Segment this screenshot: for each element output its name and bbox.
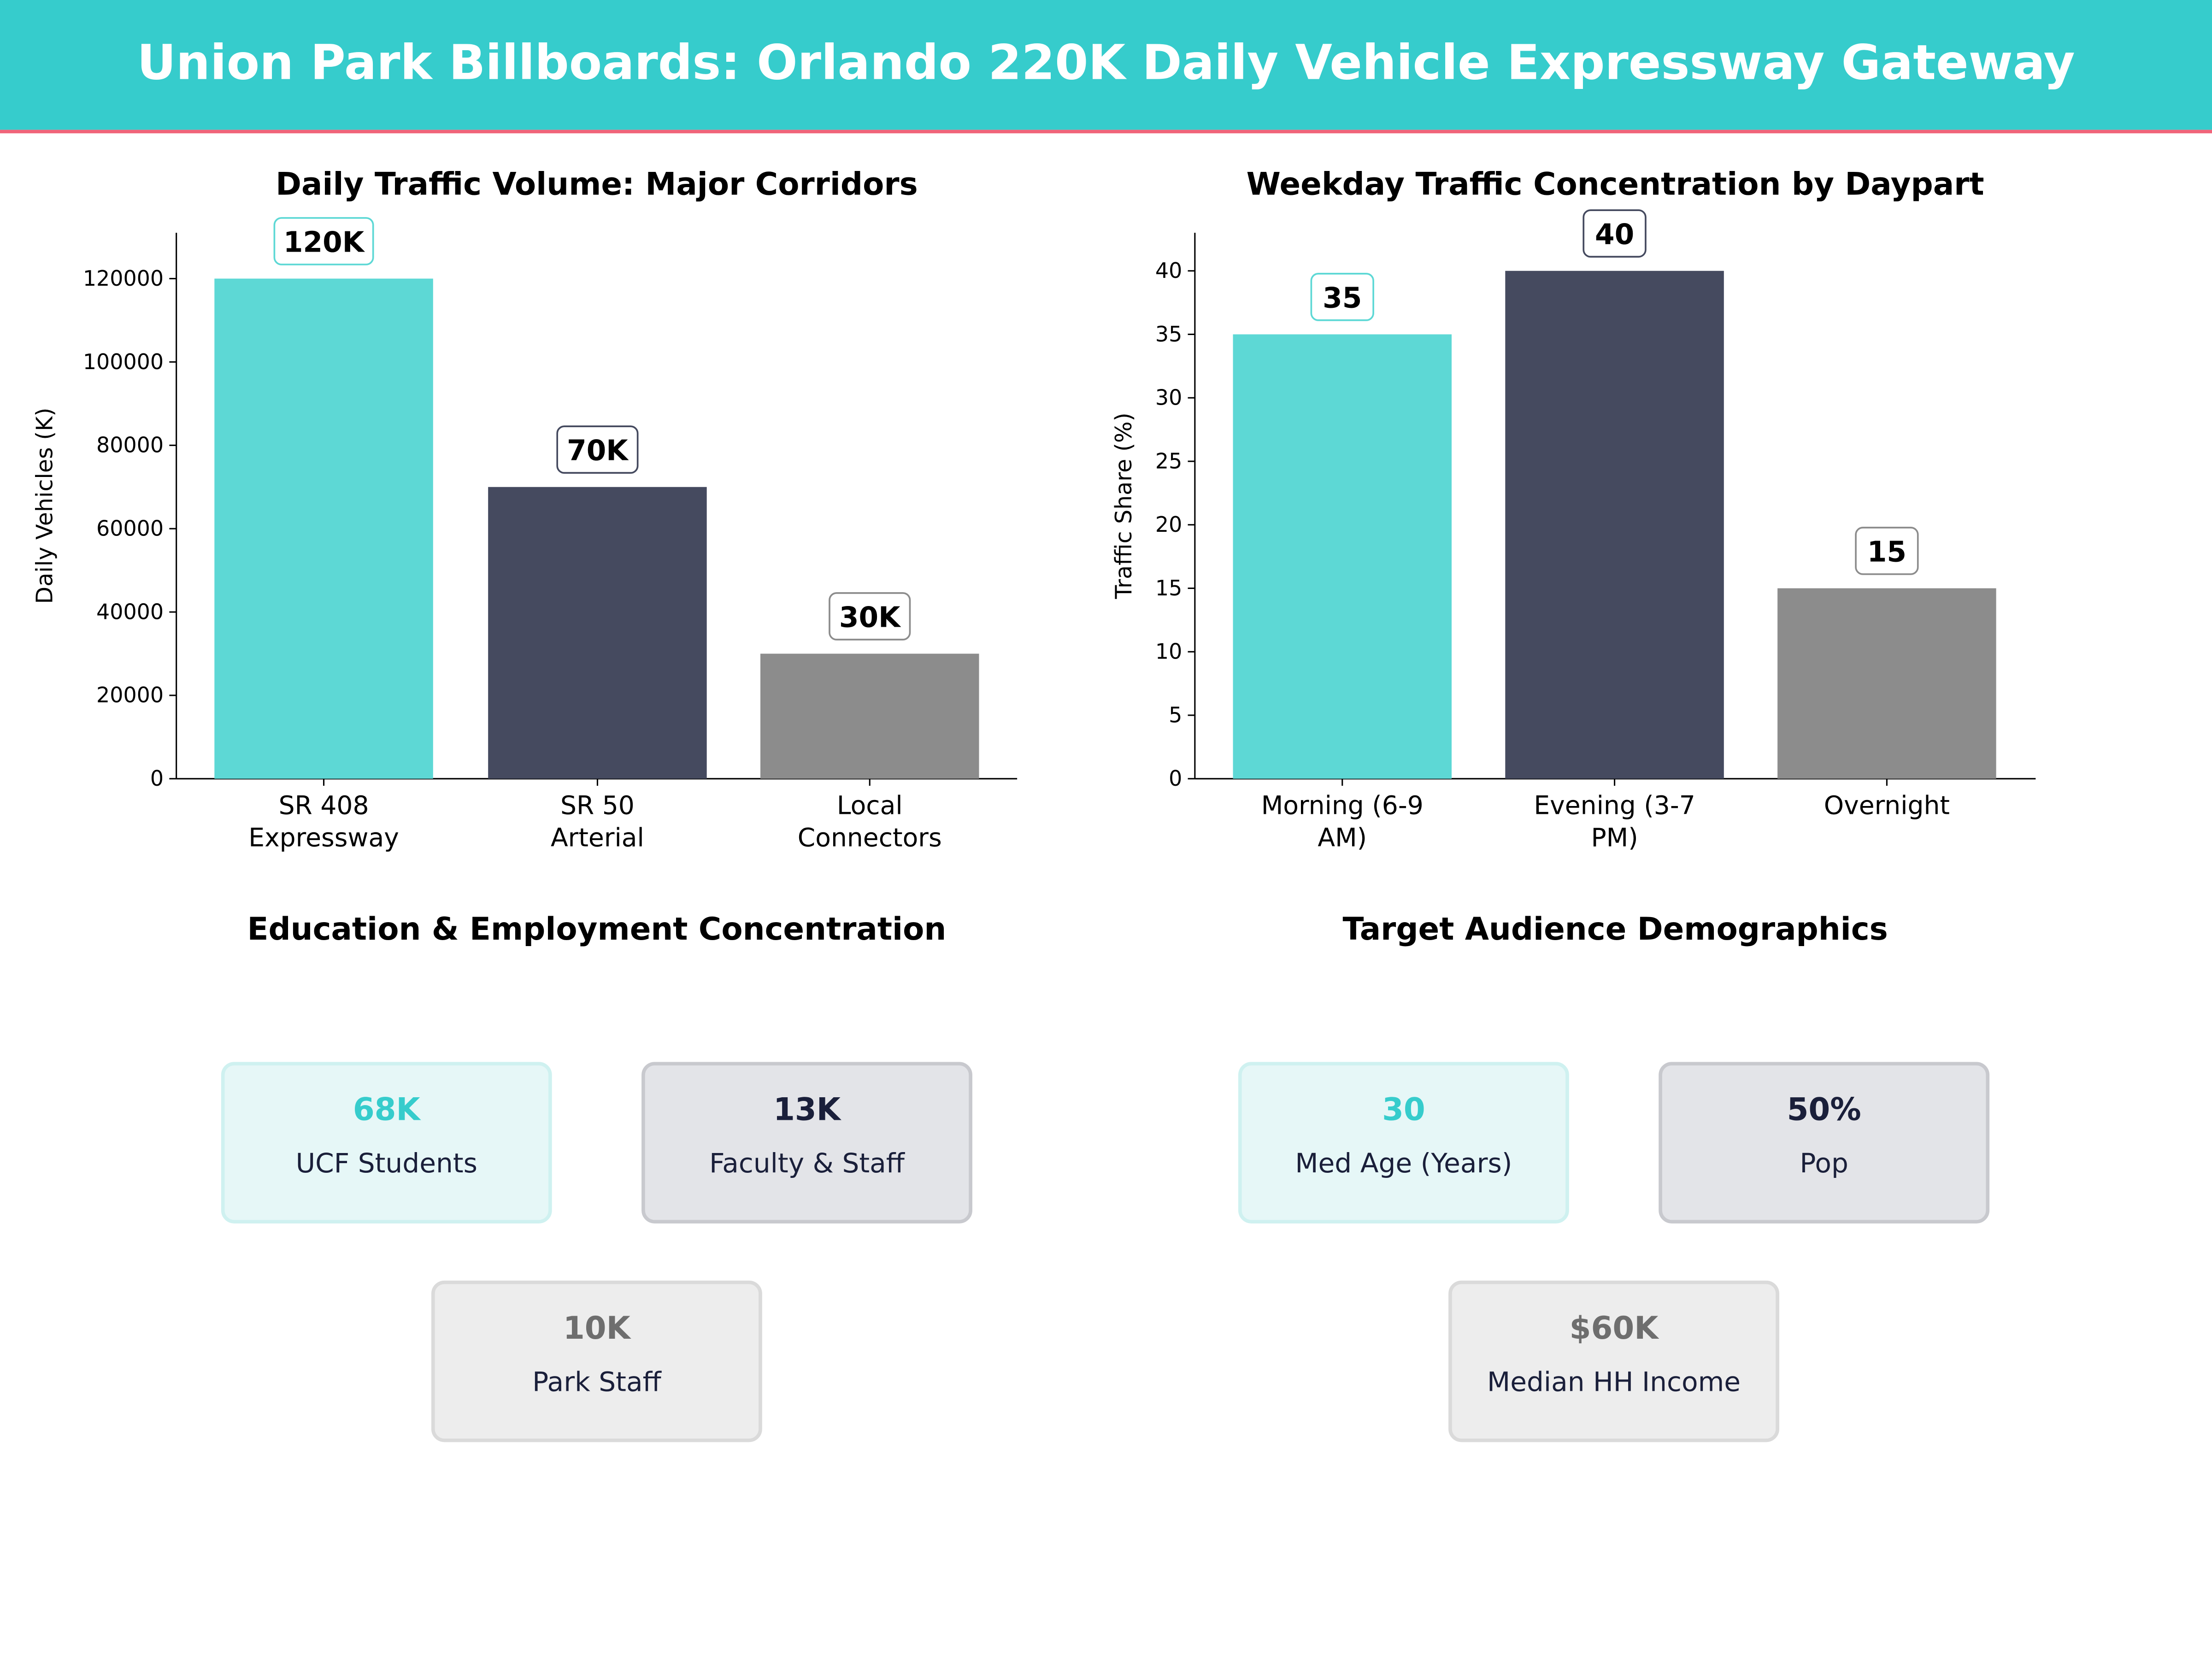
header-banner — [0, 0, 2212, 130]
bar — [488, 487, 707, 779]
card-background — [431, 1280, 762, 1442]
kpi-card: $60K Median HH Income — [1448, 1280, 1779, 1442]
chart-title: Daily Traffic Volume: Major Corridors — [276, 165, 918, 202]
card-label: Med Age (Years) — [1295, 1147, 1512, 1179]
x-tick-label: SR 408 — [279, 790, 369, 820]
data-label: 15 — [1867, 535, 1906, 568]
y-tick-label: 120000 — [83, 266, 164, 291]
panel-title-education: Education & Employment Concentration — [247, 911, 946, 947]
kpi-card: 50% Pop — [1659, 1062, 1990, 1224]
y-tick-label: 80000 — [96, 433, 164, 458]
x-tick-label: Evening (3-7 — [1534, 790, 1695, 820]
data-label-box — [1310, 273, 1374, 321]
bar — [760, 653, 979, 779]
data-label-box — [556, 425, 639, 474]
kpi-card: 13K Faculty & Staff — [641, 1062, 972, 1224]
x-tick-label: Local — [837, 790, 903, 820]
chart-title: Weekday Traffic Concentration by Daypart — [1247, 165, 1984, 202]
y-tick-label: 100000 — [83, 349, 164, 374]
card-label: UCF Students — [296, 1147, 477, 1179]
y-tick-label: 5 — [1169, 702, 1182, 727]
kpi-cards: 68K UCF Students 13K Faculty & Staff 10K Park… — [221, 1062, 1990, 1442]
y-tick-label: 10 — [1155, 639, 1182, 664]
data-label-box — [273, 217, 374, 265]
card-label: Pop — [1800, 1147, 1848, 1179]
x-tick-label: SR 50 — [560, 790, 635, 820]
data-label-box — [1583, 209, 1647, 258]
data-label: 40 — [1595, 218, 1634, 251]
y-tick-label: 20 — [1155, 512, 1182, 537]
daypart-chart: Weekday Traffic Concentration by Daypart… — [1111, 165, 2036, 853]
x-tick-label: Arterial — [551, 823, 644, 853]
y-tick-label: 25 — [1155, 448, 1182, 473]
bar — [1233, 334, 1452, 779]
card-label: Median HH Income — [1487, 1366, 1741, 1397]
card-background — [1448, 1280, 1779, 1442]
y-tick-label: 35 — [1155, 322, 1182, 347]
card-value: 50% — [1787, 1091, 1861, 1128]
bar — [214, 278, 433, 779]
y-tick-label: 40000 — [96, 599, 164, 624]
card-background — [1238, 1062, 1569, 1224]
card-value: 30 — [1382, 1091, 1425, 1128]
data-label: 70K — [567, 435, 629, 467]
card-value: 13K — [773, 1091, 842, 1128]
x-tick-label: PM) — [1591, 823, 1638, 853]
card-label: Faculty & Staff — [709, 1147, 906, 1179]
kpi-card: 30 Med Age (Years) — [1238, 1062, 1569, 1224]
card-value: 68K — [353, 1091, 422, 1128]
x-tick-label: Expressway — [248, 823, 399, 853]
bar — [1777, 588, 1996, 779]
card-value: $60K — [1570, 1310, 1660, 1346]
y-tick-label: 30 — [1155, 385, 1182, 410]
data-label: 30K — [839, 601, 901, 634]
x-tick-label: Overnight — [1824, 790, 1950, 820]
x-tick-label: Morning (6-9 — [1261, 790, 1424, 820]
kpi-card: 10K Park Staff — [431, 1280, 762, 1442]
panel-title-demographics: Target Audience Demographics — [1342, 911, 1888, 947]
y-tick-label: 40 — [1155, 258, 1182, 283]
y-tick-label: 0 — [1169, 766, 1182, 791]
y-tick-label: 20000 — [96, 682, 164, 707]
y-tick-label: 60000 — [96, 516, 164, 541]
y-axis-label: Daily Vehicles (K) — [31, 407, 58, 604]
data-label: 120K — [283, 226, 365, 259]
kpi-card: 68K UCF Students — [221, 1062, 552, 1224]
traffic-volume-chart: Daily Traffic Volume: Major Corridors 0 20… — [31, 165, 1018, 853]
header-accent-line — [0, 129, 2212, 134]
data-label-box — [829, 592, 911, 641]
data-label: 35 — [1323, 282, 1362, 314]
data-label-box — [1855, 527, 1919, 575]
card-value: 10K — [563, 1310, 632, 1346]
y-tick-label: 0 — [150, 766, 164, 791]
card-background — [221, 1062, 552, 1224]
x-tick-label: AM) — [1318, 823, 1367, 853]
page-title: Union Park Billboards: Orlando 220K Dail… — [137, 34, 2075, 90]
card-background — [1659, 1062, 1990, 1224]
y-axis-label: Traffic Share (%) — [1111, 412, 1137, 599]
y-tick-label: 15 — [1155, 576, 1182, 600]
card-background — [641, 1062, 972, 1224]
bar — [1505, 271, 1724, 779]
x-tick-label: Connectors — [798, 823, 942, 853]
card-label: Park Staff — [532, 1366, 662, 1397]
